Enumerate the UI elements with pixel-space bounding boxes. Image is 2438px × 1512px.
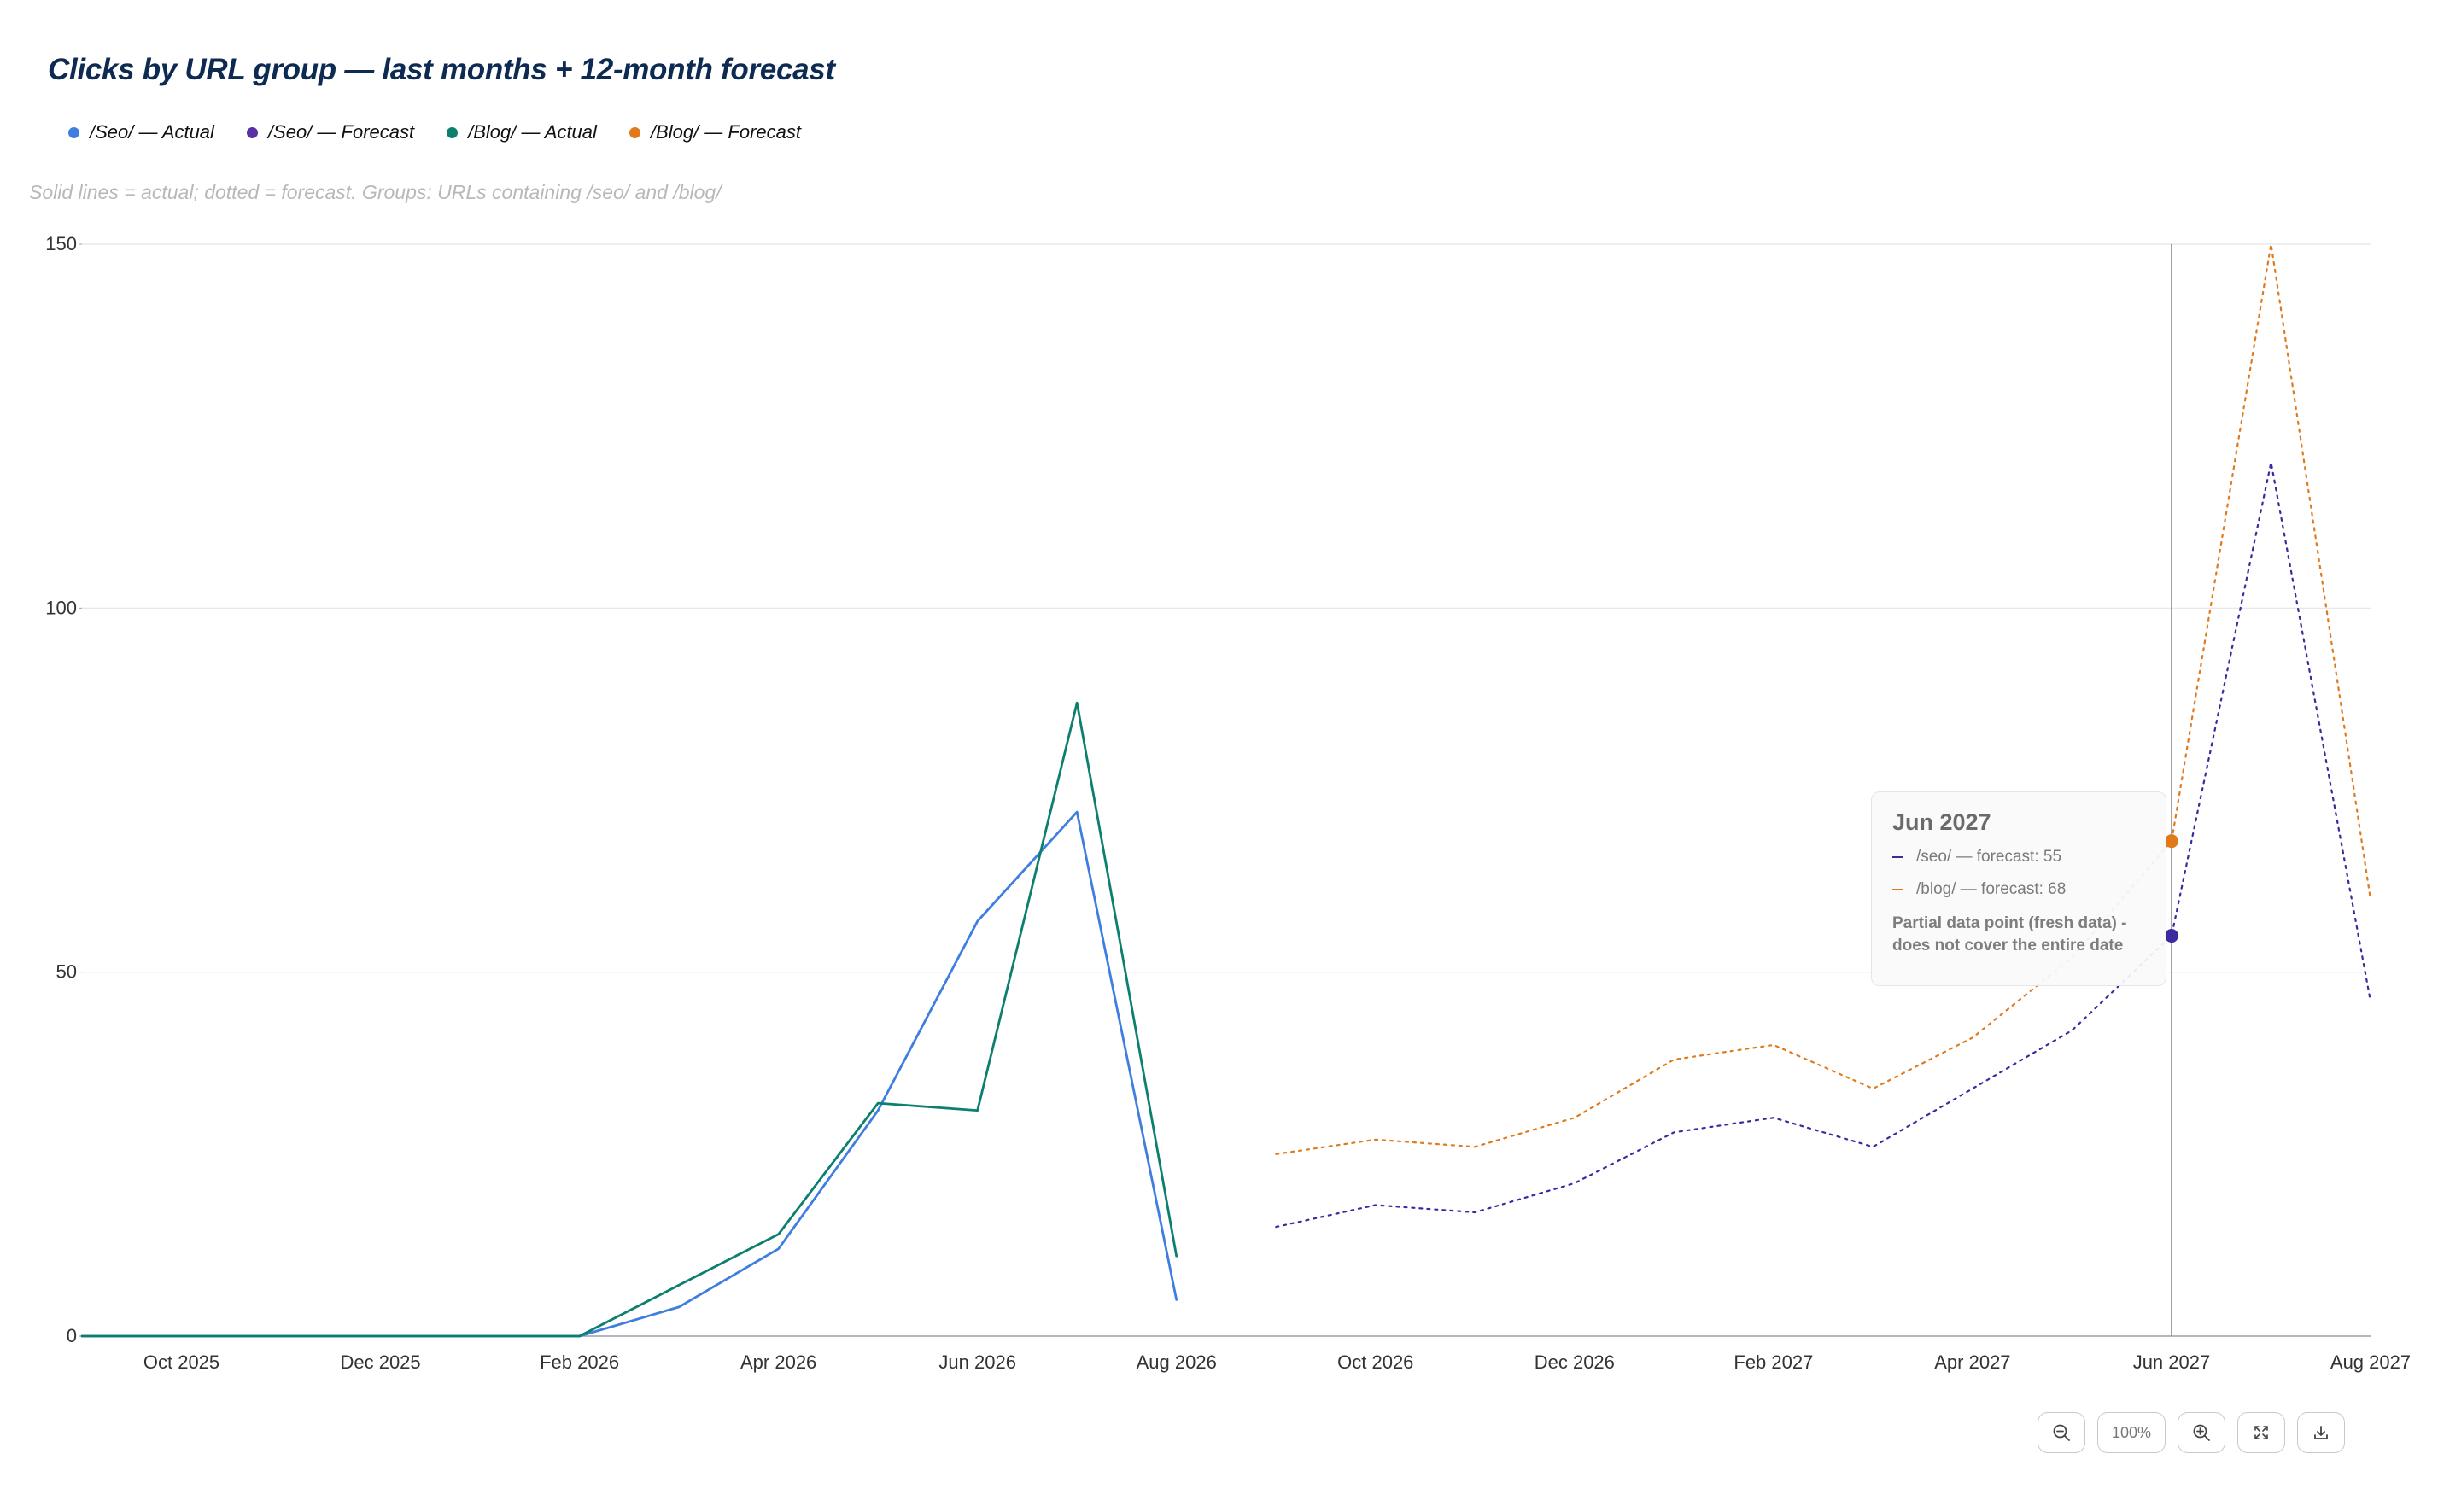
series-line-2	[80, 701, 1178, 1338]
y-tick-label: 150	[45, 233, 77, 254]
y-axis: 0 50 100 150	[45, 233, 82, 1346]
chart-title: Clicks by URL group — last months + 12-m…	[48, 53, 835, 86]
y-tick-label: 50	[56, 961, 77, 983]
download-icon	[2314, 1426, 2328, 1439]
zoom-in-button[interactable]	[2178, 1412, 2225, 1453]
tooltip-note: Partial data point (fresh data) - does n…	[1892, 914, 2127, 954]
tooltip-row-seo: /seo/ — forecast: 55	[1892, 848, 2145, 867]
legend-label: /Seo/ — Forecast	[267, 121, 415, 143]
x-tick-label: Aug 2026	[1137, 1351, 1217, 1373]
line-chart: 0 50 100 150 Oct 2025 Dec 2025 Feb 2026 Apr 20…	[45, 233, 2411, 1373]
legend-label: /Blog/ — Forecast	[650, 121, 801, 143]
x-tick-label: Apr 2026	[740, 1351, 816, 1373]
hover-point	[2164, 929, 2178, 943]
zoom-out-icon	[2053, 1424, 2070, 1441]
tooltip-swatch	[1892, 856, 1903, 858]
tooltip-row-label: /blog/ — forecast: 68	[1916, 880, 2067, 898]
zoom-level-button[interactable]: 100%	[2097, 1412, 2166, 1453]
series-layer	[80, 242, 2372, 1338]
tooltip-row-label: /seo/ — forecast: 55	[1916, 848, 2062, 866]
x-tick-label: Apr 2027	[1934, 1351, 2010, 1373]
tooltip-swatch	[1892, 889, 1903, 890]
x-tick-label: Dec 2026	[1535, 1351, 1615, 1373]
chart-toolbar: 100%	[2038, 1412, 2345, 1453]
hover-tooltip: Jun 2027 /seo/ — forecast: 55 /blog/ — f…	[1871, 791, 2166, 986]
x-tick-label: Oct 2025	[143, 1351, 219, 1373]
download-button[interactable]	[2297, 1412, 2345, 1453]
x-tick-label: Jun 2027	[2133, 1351, 2211, 1373]
legend-dot	[447, 126, 459, 138]
fullscreen-icon	[2254, 1426, 2268, 1439]
tooltip-title: Jun 2027	[1892, 809, 1991, 835]
x-tick-label: Feb 2026	[540, 1351, 619, 1373]
series-line-1	[1275, 461, 2372, 1229]
hover-layer	[2164, 244, 2178, 1336]
zoom-out-button[interactable]	[2038, 1412, 2085, 1453]
legend-label: /Seo/ — Actual	[90, 121, 214, 143]
legend-item-blog-forecast[interactable]: /Blog/ — Forecast	[629, 121, 801, 143]
x-tick-label: Oct 2026	[1337, 1351, 1413, 1373]
zoom-in-icon	[2193, 1424, 2210, 1441]
tooltip-row-blog: /blog/ — forecast: 68	[1892, 880, 2145, 899]
hover-point	[2164, 834, 2178, 849]
legend-dot	[246, 126, 258, 138]
x-tick-label: Feb 2027	[1733, 1351, 1813, 1373]
series-line-0	[80, 810, 1178, 1338]
legend-label: /Blog/ — Actual	[468, 121, 597, 143]
chart-subtitle: Solid lines = actual; dotted = forecast.…	[29, 181, 722, 203]
grid-lines	[82, 243, 2371, 1337]
series-line-3	[1275, 242, 2372, 1155]
legend-item-seo-forecast[interactable]: /Seo/ — Forecast	[246, 121, 415, 143]
legend-item-blog-actual[interactable]: /Blog/ — Actual	[447, 121, 597, 143]
x-tick-label: Aug 2027	[2330, 1351, 2411, 1373]
y-tick-label: 0	[67, 1325, 77, 1346]
legend-dot	[629, 126, 640, 138]
x-axis: Oct 2025 Dec 2025 Feb 2026 Apr 2026 Jun 2026…	[143, 1351, 2411, 1373]
y-tick-label: 100	[45, 597, 77, 618]
chart-legend: /Seo/ — Actual /Seo/ — Forecast /Blog/ —…	[68, 121, 801, 143]
legend-item-seo-actual[interactable]: /Seo/ — Actual	[68, 121, 214, 143]
legend-dot	[68, 126, 79, 138]
fullscreen-button[interactable]	[2237, 1412, 2285, 1453]
x-tick-label: Dec 2025	[340, 1351, 420, 1373]
x-tick-label: Jun 2026	[938, 1351, 1016, 1373]
